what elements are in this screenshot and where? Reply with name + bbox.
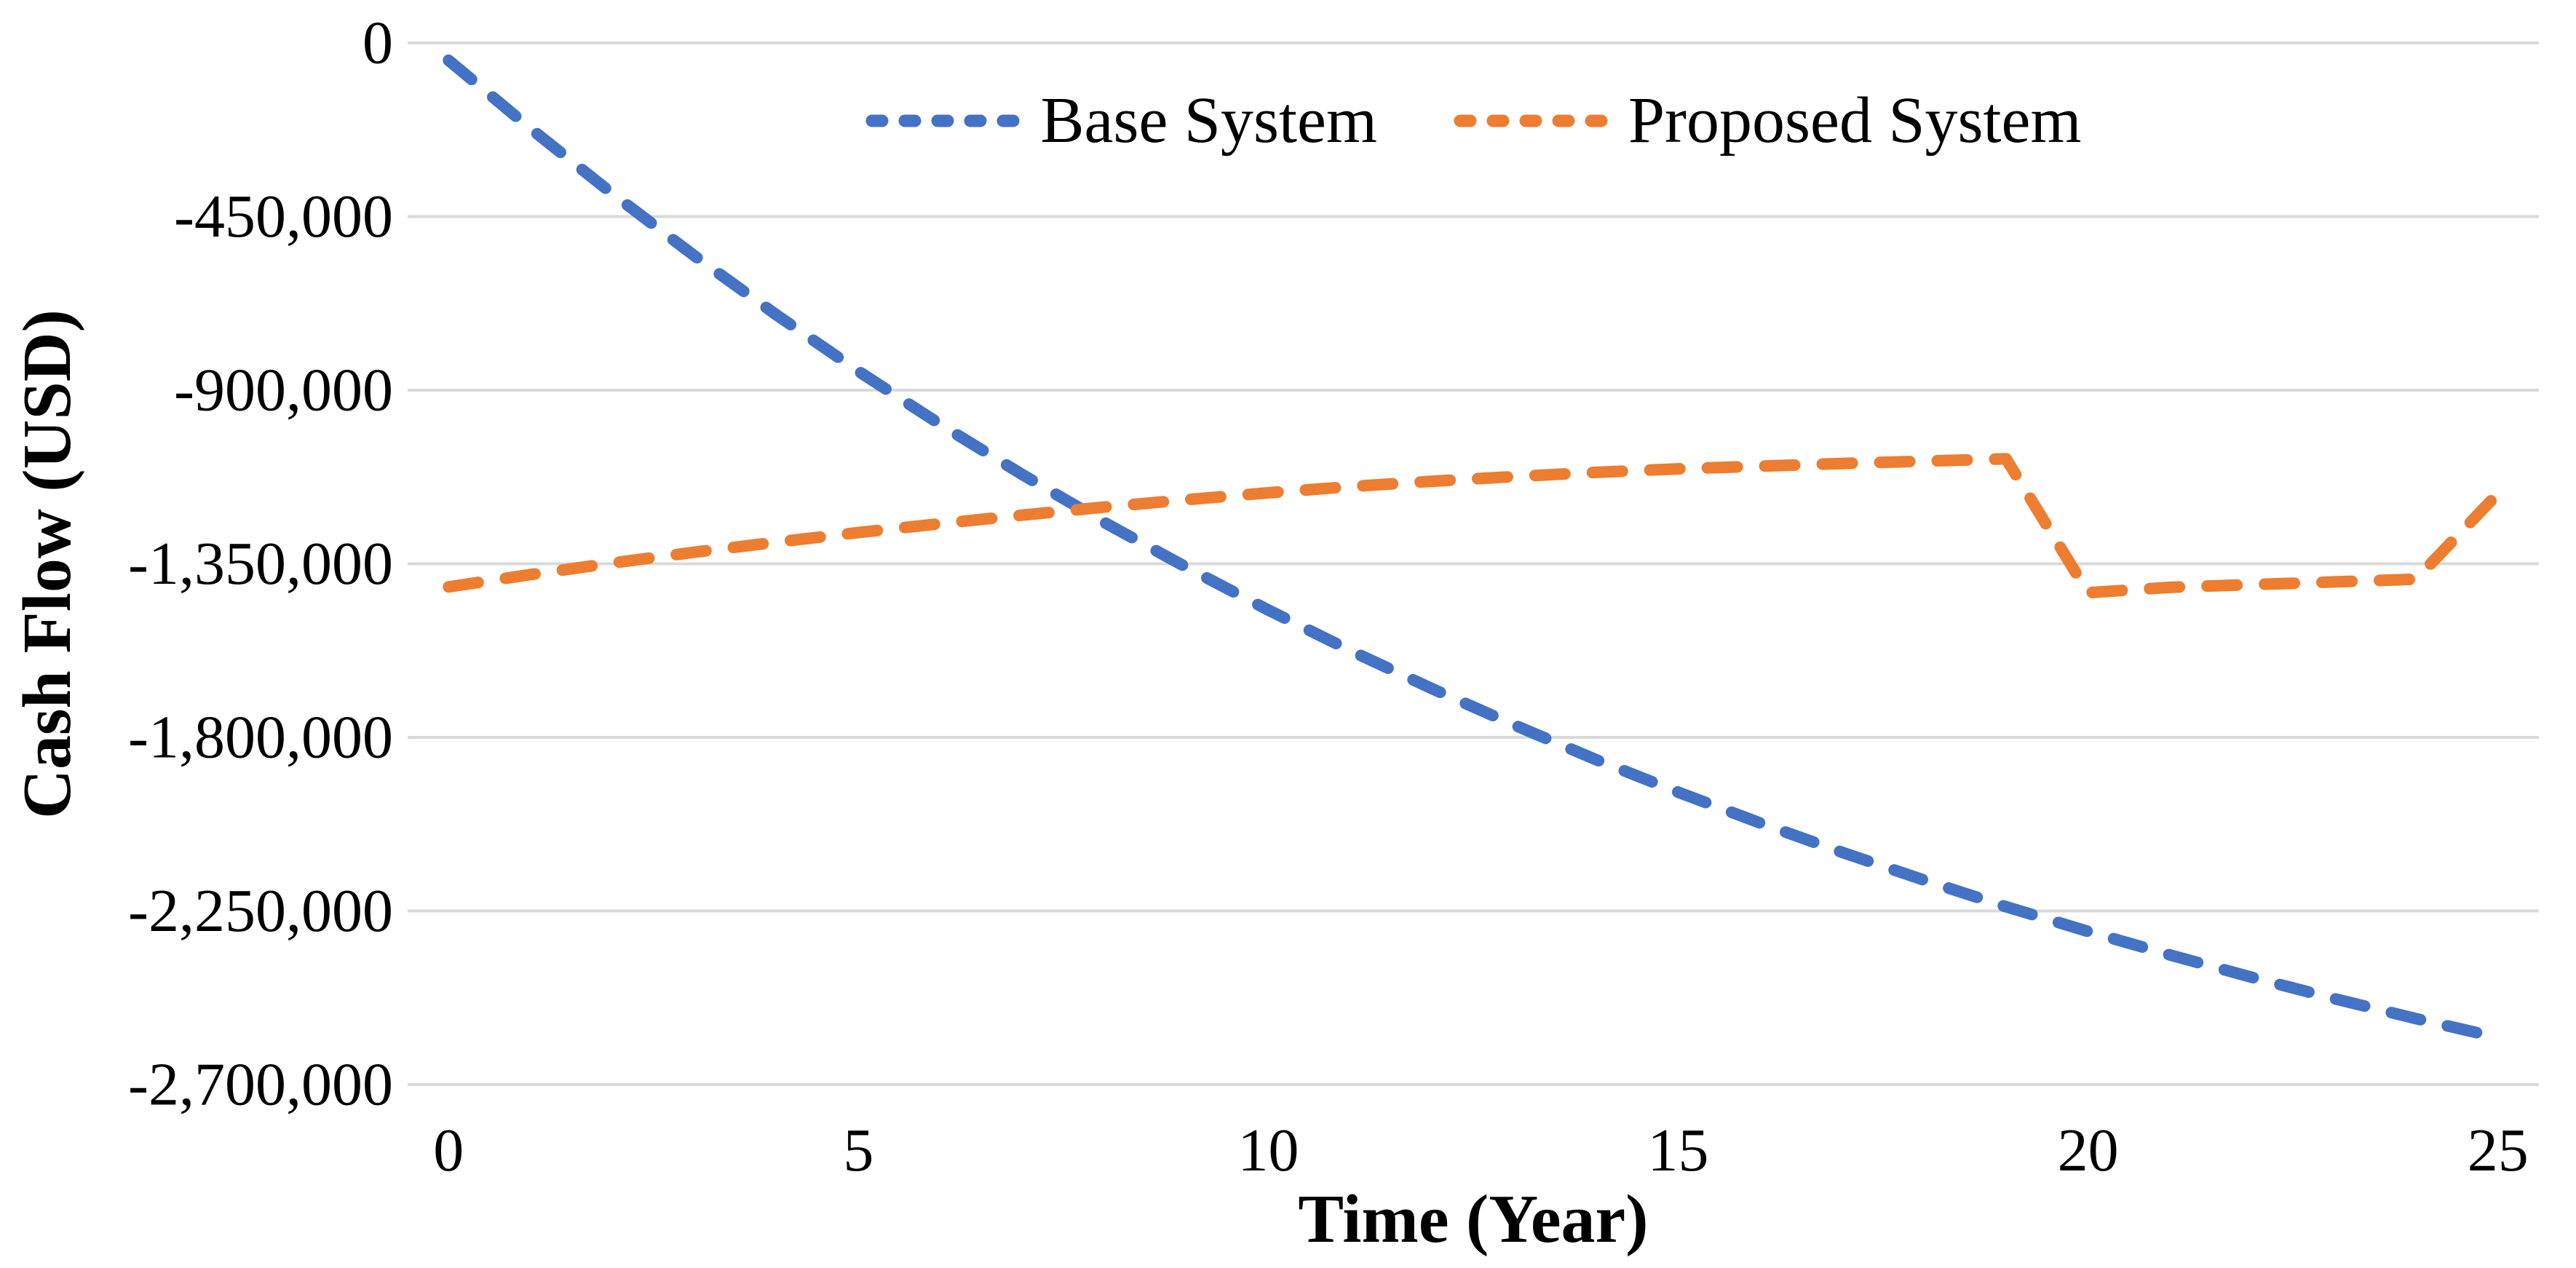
y-tick-label: -2,700,000	[128, 1051, 393, 1119]
series-lines	[443, 54, 2504, 1044]
series-line-proposed-system	[443, 453, 2504, 599]
y-axis-title: Cash Flow (USD)	[9, 309, 85, 819]
x-tick-label: 0	[433, 1117, 464, 1184]
y-tick-label: 0	[362, 9, 393, 77]
x-tick-label: 5	[843, 1117, 873, 1184]
y-tick-label: -900,000	[174, 357, 393, 424]
y-tick-label: -1,350,000	[128, 530, 393, 598]
x-tick-label: 25	[2468, 1117, 2529, 1184]
x-tick-labels: 0 5 10 15 20 25	[433, 1117, 2528, 1184]
y-tick-label: -1,800,000	[128, 704, 393, 772]
x-axis-title: Time (Year)	[1298, 1181, 1648, 1257]
x-tick-label: 20	[2058, 1117, 2119, 1184]
y-tick-label: -2,250,000	[128, 877, 393, 945]
gridlines	[408, 41, 2539, 1086]
y-tick-label: -450,000	[174, 183, 393, 250]
x-tick-label: 15	[1648, 1117, 1709, 1184]
series-line-base-system	[443, 54, 2504, 1044]
y-tick-labels: 0 -450,000 -900,000 -1,350,000 -1,800,000 -2,…	[128, 9, 393, 1119]
x-tick-label: 10	[1237, 1117, 1299, 1184]
